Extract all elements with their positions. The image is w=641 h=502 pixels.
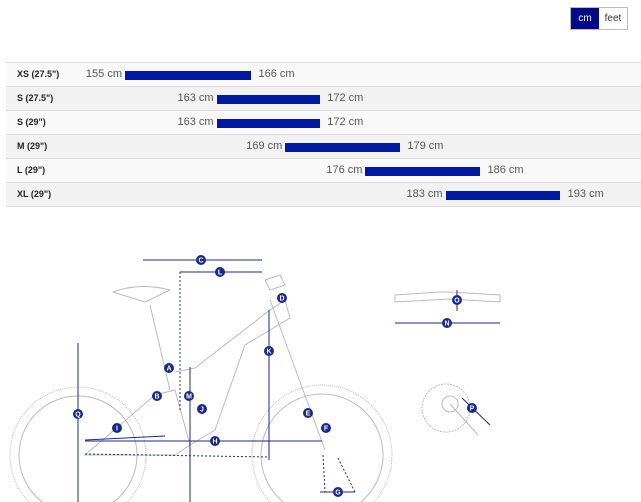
dimension-marker <box>152 391 162 401</box>
unit-cm-button[interactable]: cm <box>571 8 599 29</box>
max-height-label: 193 cm <box>567 188 604 200</box>
size-row: M (29") 169 cm 179 cm <box>6 135 641 159</box>
max-height-label: 172 cm <box>327 116 364 128</box>
dimension-marker-label: B <box>154 394 159 401</box>
size-label: S (27.5") <box>17 93 54 103</box>
min-height-label: 163 cm <box>177 92 214 104</box>
size-row: L (29") 176 cm 186 cm <box>6 159 641 183</box>
dimension-marker-label: H <box>212 439 217 446</box>
height-range-bar <box>445 191 561 200</box>
dimension-marker-label: Q <box>75 412 81 419</box>
dimension-marker-label: P <box>470 406 475 413</box>
size-label: XL (29") <box>17 189 52 199</box>
dimension-marker <box>210 436 220 446</box>
dimension-marker <box>184 391 194 401</box>
dimension-marker-label: F <box>324 426 329 433</box>
min-height-label: 163 cm <box>177 116 214 128</box>
dimension-marker-label: O <box>454 298 460 305</box>
size-row: S (29") 163 cm 172 cm <box>6 111 641 135</box>
dimension-marker-label: C <box>198 258 203 265</box>
dimension-marker-label: G <box>335 490 341 497</box>
dimension-marker-label: M <box>186 394 192 401</box>
max-height-label: 186 cm <box>487 164 524 176</box>
size-label: M (29") <box>17 141 48 151</box>
dimension-marker-label: N <box>444 321 449 328</box>
dimension-marker <box>442 318 452 328</box>
dimension-marker <box>264 346 274 356</box>
size-label: S (29") <box>17 117 46 127</box>
min-height-label: 183 cm <box>406 188 443 200</box>
max-height-label: 166 cm <box>258 68 295 80</box>
size-row: XS (27.5") 155 cm 166 cm <box>6 63 641 87</box>
dimension-marker <box>197 404 207 414</box>
min-height-label: 176 cm <box>326 164 363 176</box>
size-label: L (29") <box>17 165 46 175</box>
dimension-marker <box>215 267 225 277</box>
dimension-marker-label: L <box>218 270 223 277</box>
dimension-marker <box>196 255 206 265</box>
size-label: XS (27.5") <box>17 69 60 79</box>
dimension-marker <box>73 409 83 419</box>
height-range-bar <box>216 119 320 128</box>
min-height-label: 169 cm <box>246 140 283 152</box>
bike-geometry-diagram: A B C D E F G H I J K L M N O P Q <box>9 255 501 502</box>
dimension-marker-label: J <box>200 407 204 414</box>
max-height-label: 172 cm <box>327 92 364 104</box>
height-range-bar <box>365 167 480 176</box>
dimension-marker <box>303 408 313 418</box>
size-row: XL (29") 183 cm 193 cm <box>6 183 641 207</box>
unit-feet-button[interactable]: feet <box>599 8 627 29</box>
dimension-marker <box>333 487 343 497</box>
size-chart: XS (27.5") 155 cm 166 cm S (27.5") 163 cm… <box>6 62 641 207</box>
height-range-bar <box>285 143 400 152</box>
dimension-marker-label: E <box>306 411 311 418</box>
dimension-marker <box>277 293 287 303</box>
unit-toggle[interactable]: cm feet <box>570 7 628 30</box>
dimension-marker <box>452 295 462 305</box>
dimension-marker <box>467 403 477 413</box>
size-row: S (27.5") 163 cm 172 cm <box>6 87 641 111</box>
dimension-marker-label: A <box>166 366 171 373</box>
max-height-label: 179 cm <box>407 140 444 152</box>
dimension-marker <box>112 423 122 433</box>
dimension-marker-label: K <box>266 349 271 356</box>
height-range-bar <box>216 95 320 104</box>
dimension-marker <box>321 423 331 433</box>
dimension-marker <box>164 363 174 373</box>
min-height-label: 155 cm <box>85 68 122 80</box>
dimension-marker-label: I <box>116 426 118 433</box>
dimension-marker-label: D <box>279 296 284 303</box>
height-range-bar <box>125 71 251 80</box>
